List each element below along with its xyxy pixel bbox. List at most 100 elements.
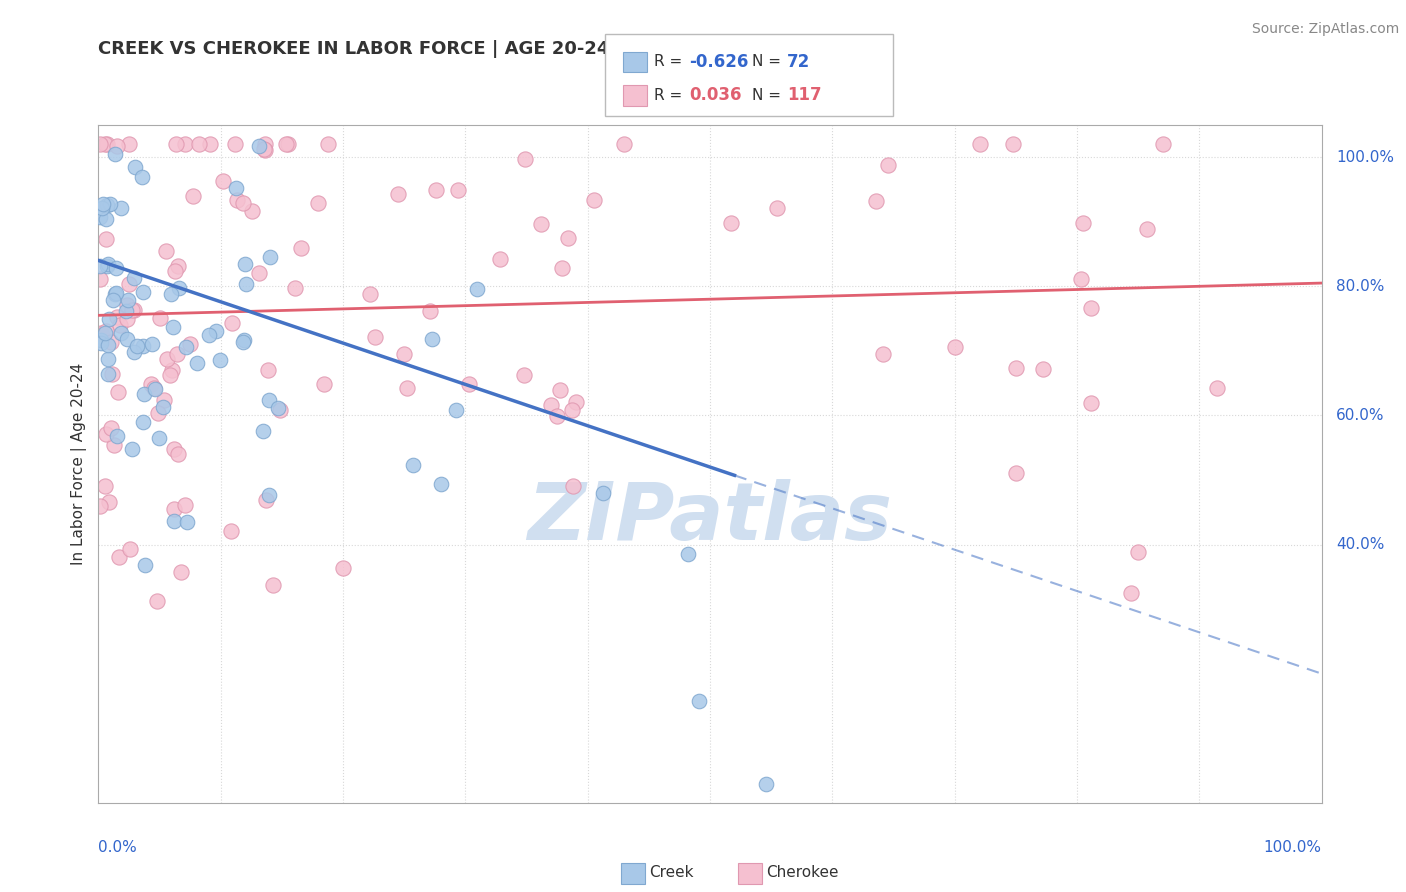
Point xyxy=(284,281,307,295)
Point xyxy=(100,421,122,435)
Point xyxy=(865,194,887,208)
Point xyxy=(208,353,231,368)
Point xyxy=(89,499,111,513)
Text: 117: 117 xyxy=(787,87,823,104)
Point xyxy=(90,336,112,351)
Point xyxy=(197,328,219,343)
Point xyxy=(170,565,193,579)
Point xyxy=(290,241,312,255)
Point xyxy=(115,304,138,318)
Point xyxy=(565,395,588,409)
Point xyxy=(387,186,409,201)
Point xyxy=(165,137,187,152)
Point xyxy=(314,376,336,391)
Point xyxy=(489,252,512,266)
Point xyxy=(166,259,188,273)
Point xyxy=(755,777,778,791)
Point xyxy=(247,266,270,280)
Text: Cherokee: Cherokee xyxy=(766,865,839,880)
Point xyxy=(96,198,118,212)
Point xyxy=(176,515,198,529)
Point xyxy=(121,302,143,317)
Point xyxy=(142,381,165,395)
Point xyxy=(254,144,277,158)
Point xyxy=(269,402,291,417)
Point xyxy=(1152,137,1174,152)
Point xyxy=(274,137,297,152)
Point xyxy=(110,201,132,215)
Point xyxy=(115,332,138,346)
Point xyxy=(226,193,249,207)
Point xyxy=(156,352,179,367)
Point xyxy=(134,386,156,401)
Point xyxy=(96,259,118,273)
Point xyxy=(550,383,572,397)
Point xyxy=(105,310,128,324)
Point xyxy=(259,250,281,264)
Point xyxy=(124,160,146,174)
Point xyxy=(316,137,339,152)
Point xyxy=(165,264,187,278)
Point xyxy=(160,286,183,301)
Point xyxy=(94,426,117,441)
Point xyxy=(562,478,585,492)
Point xyxy=(1070,272,1092,286)
Point xyxy=(146,406,169,420)
Point xyxy=(96,324,118,338)
Point xyxy=(465,282,488,296)
Point xyxy=(242,203,264,218)
Point xyxy=(307,195,329,210)
Point xyxy=(1032,362,1054,376)
Point xyxy=(254,493,277,508)
Point xyxy=(162,320,184,334)
Point xyxy=(94,137,117,152)
Point xyxy=(402,458,425,472)
Point xyxy=(513,368,536,382)
Point xyxy=(155,244,177,258)
Text: Source: ZipAtlas.com: Source: ZipAtlas.com xyxy=(1251,22,1399,37)
Point xyxy=(257,488,280,502)
Point xyxy=(513,153,536,167)
Point xyxy=(530,217,553,231)
Text: Creek: Creek xyxy=(650,865,695,880)
Point xyxy=(186,356,208,370)
Point xyxy=(232,334,254,349)
Text: 60.0%: 60.0% xyxy=(1336,408,1385,423)
Point xyxy=(253,142,276,156)
Point xyxy=(364,330,387,344)
Point xyxy=(90,333,112,347)
Point xyxy=(90,201,112,215)
Point xyxy=(179,336,201,351)
Point xyxy=(174,340,197,354)
Point xyxy=(122,271,145,285)
Point xyxy=(583,193,606,207)
Text: 80.0%: 80.0% xyxy=(1336,279,1385,293)
Point xyxy=(98,197,121,211)
Point xyxy=(132,339,155,353)
Point xyxy=(124,302,146,317)
Point xyxy=(430,477,453,491)
Point xyxy=(163,514,186,528)
Point xyxy=(131,169,153,184)
Point xyxy=(235,277,257,291)
Point xyxy=(766,201,789,215)
Point xyxy=(117,312,139,326)
Point xyxy=(425,183,447,197)
Point xyxy=(444,403,467,417)
Point xyxy=(101,293,124,308)
Point xyxy=(1001,137,1024,152)
Point xyxy=(98,312,121,326)
Point xyxy=(93,197,115,211)
Point xyxy=(89,259,111,273)
Point xyxy=(163,442,186,456)
Point xyxy=(872,346,894,360)
Point xyxy=(152,400,174,414)
Point xyxy=(173,137,195,152)
Text: N =: N = xyxy=(752,88,786,103)
Text: ZIPatlas: ZIPatlas xyxy=(527,479,893,558)
Point xyxy=(546,409,568,423)
Point xyxy=(97,338,120,352)
Point xyxy=(592,486,614,500)
Text: 100.0%: 100.0% xyxy=(1336,150,1395,165)
Point xyxy=(105,286,128,301)
